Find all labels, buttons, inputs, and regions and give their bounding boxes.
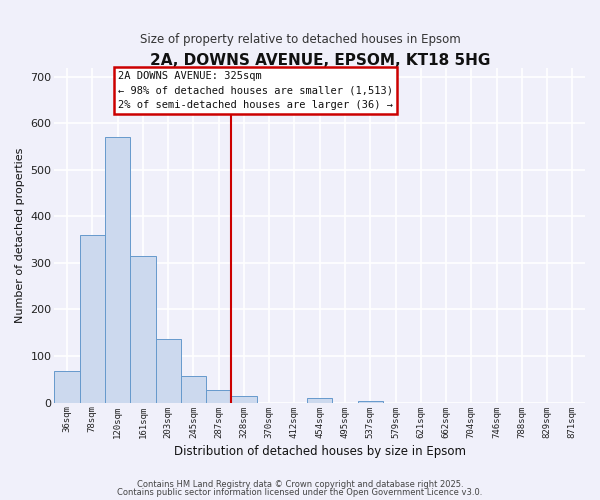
Bar [181,376,206,402]
X-axis label: Distribution of detached houses by size in Epsom: Distribution of detached houses by size … [174,444,466,458]
Bar [80,235,105,402]
Text: Size of property relative to detached houses in Epsom: Size of property relative to detached ho… [140,32,460,46]
Text: Contains HM Land Registry data © Crown copyright and database right 2025.: Contains HM Land Registry data © Crown c… [137,480,463,489]
Bar [55,372,80,402]
Bar [206,390,232,402]
Text: 2A DOWNS AVENUE: 325sqm
← 98% of detached houses are smaller (1,513)
2% of semi-: 2A DOWNS AVENUE: 325sqm ← 98% of detache… [118,71,393,110]
Bar [307,398,332,402]
Title: 2A, DOWNS AVENUE, EPSOM, KT18 5HG: 2A, DOWNS AVENUE, EPSOM, KT18 5HG [149,52,490,68]
Bar [105,138,130,402]
Bar [130,256,155,402]
Bar [155,339,181,402]
Bar [232,396,257,402]
Text: Contains public sector information licensed under the Open Government Licence v3: Contains public sector information licen… [118,488,482,497]
Y-axis label: Number of detached properties: Number of detached properties [15,148,25,322]
Bar [358,401,383,402]
